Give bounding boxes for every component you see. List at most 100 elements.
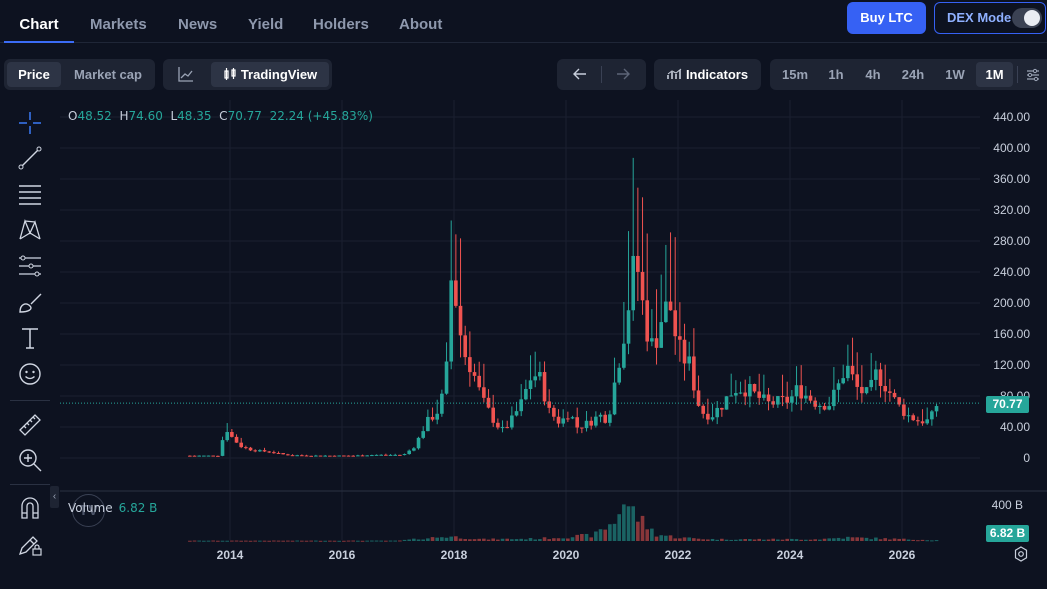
arrow-left-icon [573, 68, 586, 80]
dex-mode-switch[interactable] [1012, 8, 1042, 28]
drawing-tools [0, 100, 60, 589]
forecast-tool[interactable] [14, 253, 46, 281]
timeframe-4h[interactable]: 4h [865, 67, 881, 82]
candle-body [659, 322, 663, 348]
candle-body [575, 417, 579, 428]
volume-bar [258, 540, 262, 542]
candle-body [561, 418, 565, 424]
volume-bar [230, 540, 234, 542]
trendline-tool[interactable] [14, 145, 46, 173]
candle-body [664, 301, 668, 323]
volume-bar [402, 539, 407, 541]
candle-body [566, 418, 570, 420]
line-chart-button[interactable] [166, 62, 206, 87]
pattern-tool[interactable] [14, 217, 46, 245]
volume-bar [836, 537, 841, 541]
candle-body [248, 447, 253, 451]
timeframe-1m[interactable]: 1M [976, 62, 1013, 87]
lock-drawing-tool[interactable] [14, 532, 46, 560]
volume-bar [202, 540, 206, 542]
timeframe-24h[interactable]: 24h [901, 67, 925, 82]
y-tick-label: 0 [1023, 451, 1030, 465]
indicators-label: Indicators [685, 67, 749, 82]
volume-bar [314, 540, 318, 542]
candle-body [234, 436, 239, 443]
candle-body [211, 455, 215, 457]
fib-tool[interactable] [14, 181, 46, 209]
market-cap-button[interactable]: Market cap [74, 67, 142, 82]
tab-about[interactable]: About [399, 16, 443, 33]
tab-holders[interactable]: Holders [313, 16, 369, 33]
redo-button[interactable] [606, 62, 640, 87]
tab-chart[interactable]: Chart [4, 0, 74, 43]
tab-news[interactable]: News [178, 16, 218, 33]
candle-body [337, 455, 341, 457]
ruler-tool[interactable] [14, 412, 46, 440]
dex-mode-label: DEX Mode [947, 10, 1012, 25]
volume-bar [519, 538, 523, 541]
change-value: 22.24 (+45.83%) [269, 109, 373, 123]
volume-bar [393, 540, 397, 542]
tab-yield[interactable]: Yield [248, 16, 284, 33]
volume-bar [510, 539, 514, 541]
undo-button[interactable] [563, 62, 597, 87]
candle-body [850, 365, 855, 375]
x-tick-label: 2016 [329, 548, 356, 562]
candle-body [356, 455, 360, 457]
volume-bar [505, 538, 509, 541]
price-button[interactable]: Price [7, 62, 61, 87]
candle-body [454, 280, 458, 306]
divider [1017, 66, 1018, 83]
candle-body [365, 455, 369, 457]
volume-bar [631, 506, 635, 541]
tab-markets[interactable]: Markets [90, 16, 147, 33]
candle-body [710, 417, 715, 420]
magnet-tool[interactable] [14, 495, 46, 523]
low-value: 48.35 [177, 109, 212, 123]
text-tool[interactable] [14, 325, 46, 353]
collapse-toolbar-button[interactable]: ‹ [50, 486, 59, 508]
brush-tool[interactable] [14, 290, 46, 318]
chart-settings-button[interactable] [1022, 62, 1044, 87]
timeframe-1w[interactable]: 1W [945, 67, 965, 82]
candle-body [206, 455, 211, 457]
x-tick-label: 2026 [889, 548, 916, 562]
volume-bar [738, 539, 743, 541]
candle-body [682, 339, 687, 364]
volume-bar [248, 540, 253, 542]
high-value: 74.60 [128, 109, 163, 123]
crosshair-tool[interactable] [14, 110, 46, 138]
volume-bar [398, 540, 402, 542]
close-value: 70.77 [227, 109, 262, 123]
candle-body [230, 432, 234, 437]
timeframe-15m[interactable]: 15m [781, 67, 809, 82]
timeframe-1h[interactable]: 1h [828, 67, 844, 82]
candle-body [295, 455, 299, 457]
volume-bar [337, 540, 341, 542]
volume-bar [934, 540, 939, 542]
volume-bar [608, 524, 612, 541]
candle-body [444, 361, 449, 394]
volume-bar [472, 539, 477, 541]
dex-mode-toggle-button[interactable]: DEX Mode [934, 2, 1046, 34]
chart-settings-gear[interactable] [1013, 546, 1029, 567]
volume-bar [804, 539, 808, 541]
candle-body [650, 338, 654, 342]
candle-body [496, 422, 500, 428]
candle-body [281, 453, 285, 455]
candle-body [804, 395, 808, 399]
y-tick-label: 400.00 [993, 141, 1030, 155]
indicators-button[interactable]: Indicators [658, 62, 757, 87]
volume-bar [785, 538, 789, 541]
candle-body [286, 454, 290, 456]
zoom-tool[interactable] [14, 447, 46, 475]
candle-body [906, 415, 911, 417]
switch-knob [1024, 10, 1040, 26]
buy-ltc-button[interactable]: Buy LTC [847, 2, 926, 34]
volume-bar [874, 537, 878, 541]
volume-bar [841, 538, 845, 541]
volume-bar [416, 539, 421, 541]
emoji-tool[interactable] [14, 361, 46, 389]
tradingview-button[interactable]: TradingView [211, 62, 329, 87]
